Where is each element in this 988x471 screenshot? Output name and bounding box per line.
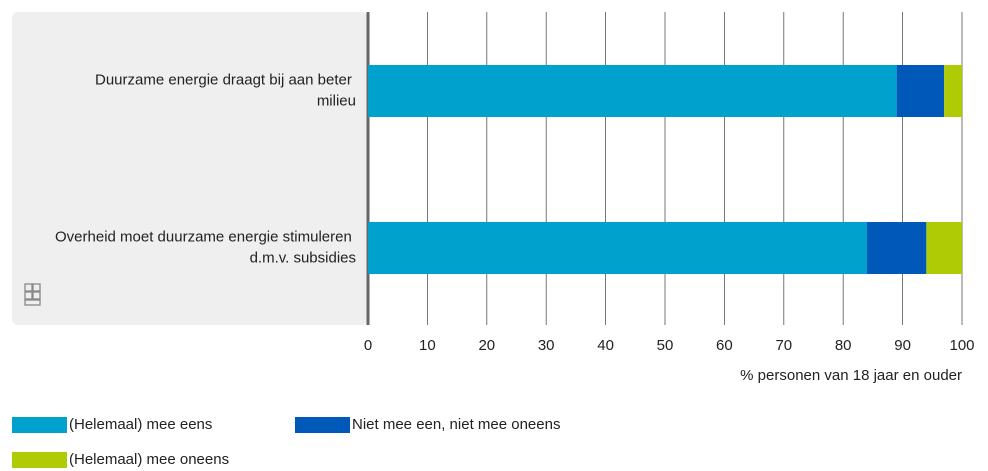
legend-label: (Helemaal) mee eens bbox=[69, 416, 212, 433]
x-tick-label: 80 bbox=[835, 337, 852, 354]
category-label: Overheid moet duurzame energie stimulere… bbox=[55, 228, 356, 266]
x-tick-label: 20 bbox=[478, 337, 495, 354]
x-tick-label: 60 bbox=[716, 337, 733, 354]
category-label-line: Duurzame energie draagt bij aan beter bbox=[95, 71, 356, 88]
x-tick-label: 70 bbox=[775, 337, 792, 354]
legend-label: (Helemaal) mee oneens bbox=[69, 451, 229, 468]
bar-segment bbox=[896, 65, 945, 117]
legend-swatch bbox=[295, 417, 350, 433]
x-tick-label: 10 bbox=[419, 337, 436, 354]
category-label: Duurzame energie draagt bij aan beter mi… bbox=[95, 71, 356, 109]
x-tick-label: 40 bbox=[597, 337, 614, 354]
legend-swatch bbox=[12, 452, 67, 468]
x-axis-label: % personen van 18 jaar en ouder bbox=[740, 367, 962, 384]
x-tick-label: 50 bbox=[657, 337, 674, 354]
x-tick-label: 0 bbox=[364, 337, 372, 354]
category-label-line: Overheid moet duurzame energie stimulere… bbox=[55, 228, 356, 245]
category-label-line: milieu bbox=[317, 92, 356, 109]
bar-segment bbox=[866, 222, 927, 274]
logo bbox=[24, 283, 41, 306]
bar-segment bbox=[368, 222, 867, 274]
legend-swatch bbox=[12, 417, 67, 433]
x-tick-label: 100 bbox=[949, 337, 974, 354]
bar-segment bbox=[926, 222, 962, 274]
bar-segment bbox=[368, 65, 897, 117]
bar-segment bbox=[944, 65, 962, 117]
x-tick-label: 30 bbox=[538, 337, 555, 354]
legend-label: Niet mee een, niet mee oneens bbox=[352, 416, 560, 433]
category-label-line: d.m.v. subsidies bbox=[250, 249, 356, 266]
x-tick-label: 90 bbox=[894, 337, 911, 354]
label-panel bbox=[12, 12, 368, 325]
